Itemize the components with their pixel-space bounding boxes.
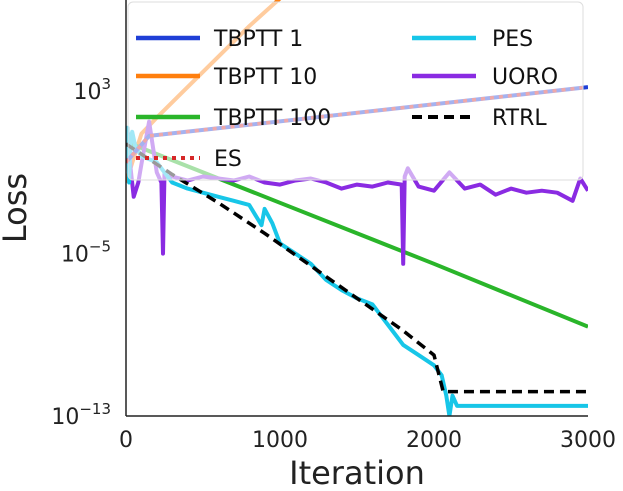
legend-label-tbptt-10: TBPTT 10 xyxy=(213,65,317,90)
y-tick-label: 10−5 xyxy=(61,238,111,268)
x-tick-label: 3000 xyxy=(560,428,616,453)
x-tick-label: 1000 xyxy=(252,428,308,453)
legend: TBPTT 1 TBPTT 10 TBPTT 100 ES PES UORO RTRL xyxy=(127,1,584,181)
y-tick-label: 103 xyxy=(73,75,111,105)
x-tick-label: 0 xyxy=(119,428,133,453)
legend-label-uoro: UORO xyxy=(492,65,558,90)
y-axis-label: Loss xyxy=(0,173,34,243)
legend-label-es: ES xyxy=(214,147,242,172)
legend-label-pes: PES xyxy=(492,27,533,52)
axes xyxy=(125,0,588,417)
legend-box xyxy=(127,1,584,181)
x-axis-label: Iteration xyxy=(289,454,425,491)
y-tick-label: 10−13 xyxy=(51,400,111,430)
x-tick-label: 2000 xyxy=(406,428,462,453)
legend-label-tbptt-100: TBPTT 100 xyxy=(213,106,331,131)
legend-label-tbptt-1: TBPTT 1 xyxy=(213,27,303,52)
series-line-rtrl xyxy=(126,142,588,394)
legend-label-rtrl: RTRL xyxy=(492,106,547,131)
tick-labels: 0100020003000101110310−510−13 xyxy=(51,75,616,453)
